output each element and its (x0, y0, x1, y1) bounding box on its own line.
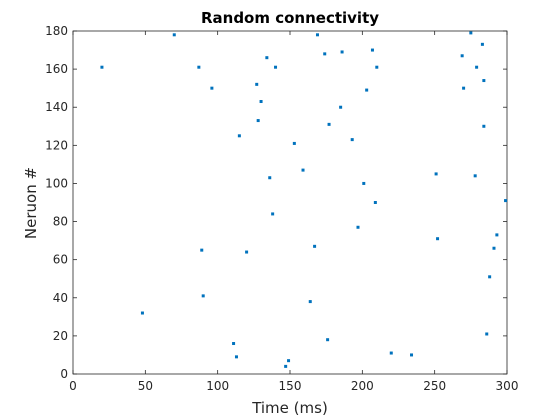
y-tick-label: 40 (53, 291, 68, 305)
data-point (375, 65, 379, 69)
data-point (475, 65, 479, 69)
data-point (268, 176, 272, 180)
data-point (315, 33, 319, 37)
y-tick-label: 160 (45, 62, 68, 76)
data-point (271, 212, 275, 216)
x-tick-label: 250 (423, 379, 446, 393)
data-point (100, 65, 104, 69)
data-point (301, 168, 305, 172)
scatter-points (100, 31, 508, 368)
x-tick-label: 300 (496, 379, 519, 393)
data-point (365, 88, 369, 92)
data-point (389, 351, 393, 355)
data-point (327, 122, 331, 126)
data-point (292, 141, 296, 145)
axes (72, 30, 508, 375)
data-point (172, 33, 176, 37)
data-point (482, 79, 486, 83)
data-point (469, 31, 473, 35)
y-tick-label: 0 (60, 367, 68, 381)
data-point (462, 86, 466, 90)
y-tick-label: 100 (45, 176, 68, 190)
data-point (232, 342, 236, 346)
data-point (473, 174, 477, 178)
data-point (492, 246, 496, 250)
y-tick-label: 140 (45, 100, 68, 114)
chart-title: Random connectivity (201, 9, 379, 27)
data-point (323, 52, 327, 56)
data-point (255, 82, 259, 86)
data-point (201, 294, 205, 298)
data-point (259, 100, 263, 104)
data-point (308, 300, 312, 304)
data-point (287, 359, 291, 363)
data-point (284, 364, 288, 368)
x-tick-label: 0 (69, 379, 77, 393)
data-point (362, 181, 366, 185)
data-point (370, 48, 374, 52)
data-point (245, 250, 249, 254)
data-point (482, 124, 486, 128)
data-point (350, 138, 354, 142)
data-point (200, 248, 204, 252)
data-point (488, 275, 492, 279)
x-tick-label: 100 (206, 379, 229, 393)
x-tick-label: 50 (138, 379, 153, 393)
y-tick-label: 60 (53, 253, 68, 267)
data-point (313, 244, 317, 248)
data-point (480, 42, 484, 46)
data-point (340, 50, 344, 54)
data-point (265, 56, 269, 60)
data-point (436, 237, 440, 241)
data-point (197, 65, 201, 69)
plot-area-frame (72, 30, 508, 375)
data-point (339, 105, 343, 109)
data-point (256, 119, 260, 123)
y-tick-label: 80 (53, 215, 68, 229)
data-point (504, 199, 508, 203)
data-point (373, 201, 377, 204)
x-tick-label: 200 (351, 379, 374, 393)
data-point (434, 172, 438, 176)
y-tick-label: 20 (53, 329, 68, 343)
data-point (210, 86, 214, 90)
data-point (495, 233, 499, 237)
data-point (140, 311, 144, 315)
data-point (326, 338, 330, 342)
y-axis-label: Neruon # (22, 167, 40, 239)
data-point (234, 355, 238, 359)
y-tick-label: 120 (45, 138, 68, 152)
y-tick-label: 180 (45, 24, 68, 38)
data-point (274, 65, 278, 69)
x-axis-ticks: 0 50 100 150 200 250 300 (69, 31, 518, 393)
x-tick-label: 150 (279, 379, 302, 393)
data-point (237, 134, 241, 138)
data-point (356, 225, 360, 229)
data-point (410, 353, 414, 357)
data-point (485, 332, 489, 336)
y-axis-ticks: 0 20 40 60 80 100 120 140 160 180 (45, 24, 507, 381)
data-point (460, 54, 464, 58)
x-axis-label: Time (ms) (251, 399, 328, 417)
